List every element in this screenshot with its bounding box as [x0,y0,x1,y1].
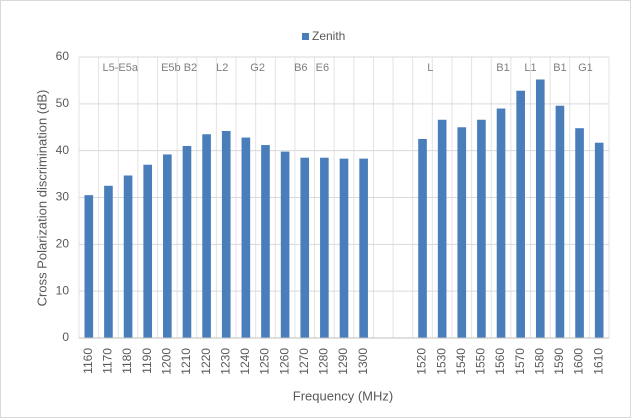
x-tick-label: 1300 [356,348,370,375]
x-tick-label: 1210 [179,348,193,375]
band-annotation: G1 [578,62,593,74]
band-annotation: G2 [250,62,265,74]
bar [202,134,211,338]
x-tick-label: 1570 [513,348,527,375]
x-tick-label: 1190 [140,348,154,374]
bar [221,130,231,338]
bar [535,79,545,338]
bar [300,157,310,338]
band-annotation: E6 [316,62,329,74]
x-tick-label: 1200 [160,348,174,375]
x-axis-label: Frequency (MHz) [293,388,393,403]
x-tick-label: 1610 [591,348,605,375]
x-tick-label: 1520 [415,348,429,375]
bar [418,138,427,338]
x-tick-label: 1560 [493,348,507,375]
x-tick-label: 1540 [454,348,468,375]
y-tick-label: 20 [56,237,70,251]
bar [104,185,113,338]
band-annotation: L [427,62,433,74]
bar [261,145,270,338]
x-tick-label: 1290 [336,348,350,375]
y-tick-label: 10 [56,283,70,297]
x-tick-label: 1550 [474,348,488,375]
bar [84,195,94,338]
band-annotation: L2 [216,62,228,74]
band-annotation: B6 [294,62,307,74]
legend-label: Zenith [312,29,345,43]
legend-swatch [302,33,309,40]
band-annotation: B1 [553,62,566,74]
bar [320,157,329,338]
y-tick-label: 50 [56,96,70,110]
x-tick-label: 1600 [572,348,586,375]
y-axis-label: Cross Polarization discrimination (dB) [34,90,49,307]
x-tick-label: 1260 [277,348,291,375]
bar [339,158,349,338]
bar [555,105,565,338]
bar [143,164,153,338]
x-tick-label: 1160 [81,348,95,374]
x-tick-label: 1530 [434,348,448,375]
band-annotation: L5-E5a [102,62,138,74]
x-tick-label: 1170 [101,348,115,374]
x-tick-label: 1230 [218,348,232,375]
bar [457,127,467,338]
bar [182,145,192,338]
y-tick-label: 40 [56,143,70,157]
bar [123,175,133,338]
bar [496,108,506,339]
x-tick-label: 1240 [238,348,252,375]
x-tick-label: 1250 [258,348,272,375]
bar [280,151,290,338]
x-tick-label: 1220 [199,348,213,375]
bar [516,90,525,338]
bar [575,128,584,338]
bar [163,154,172,338]
x-tick-label: 1270 [297,348,311,375]
bar [437,119,447,338]
y-tick-label: 0 [62,330,69,344]
bar [241,137,251,338]
x-tick-label: 1280 [317,348,331,375]
band-annotation: E5b B2 [161,62,197,74]
bar [477,119,486,338]
x-tick-label: 1580 [532,348,546,375]
band-annotation: L1 [524,62,536,74]
y-tick-label: 30 [56,190,70,204]
y-tick-label: 60 [56,49,70,63]
x-tick-label: 1180 [120,348,134,374]
x-tick-label: 1590 [552,348,566,375]
bar [359,158,368,338]
bar [594,142,604,338]
band-annotation: B1 [496,62,509,74]
